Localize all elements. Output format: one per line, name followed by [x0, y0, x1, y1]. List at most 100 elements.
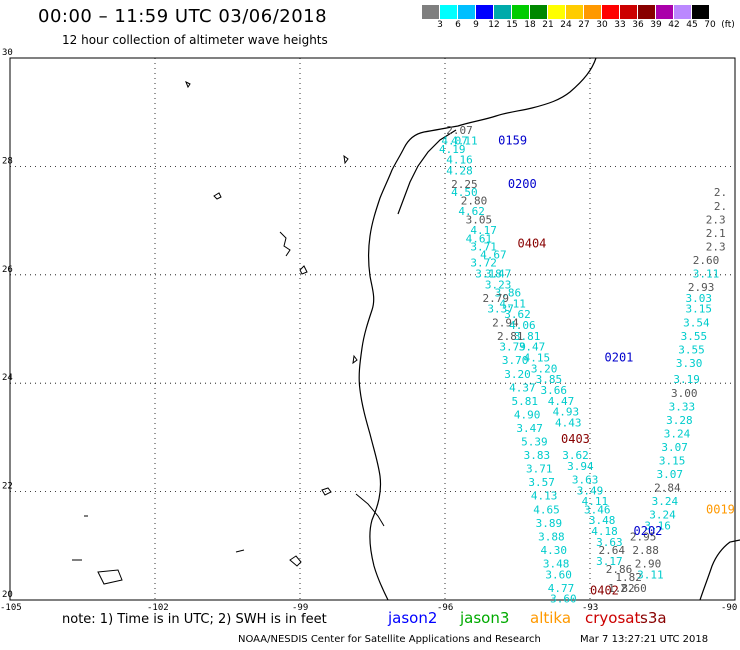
swh-value: 4.67 [480, 249, 507, 262]
lon-tick-label: -93 [582, 603, 598, 613]
lat-tick-label: 20 [2, 590, 13, 600]
swh-value: 3.89 [536, 517, 563, 530]
pass-time-label: 0159 [498, 134, 527, 148]
swh-value: 3.71 [526, 463, 553, 476]
gulf-coastline [358, 57, 597, 601]
swh-value: 4.17 [470, 224, 497, 237]
swh-value: 5.81 [512, 395, 539, 408]
lon-tick-label: -99 [292, 603, 308, 613]
swh-value: 3.16 [644, 520, 671, 533]
legend-swatch [458, 5, 476, 19]
swh-value: 2. [714, 186, 727, 199]
swh-value: 4.61 [466, 232, 493, 245]
swh-value: 2.60 [620, 582, 647, 595]
legend-label: 21 [542, 20, 554, 30]
swh-value: 3.11 [693, 268, 720, 281]
swh-value: 4.18 [591, 525, 618, 538]
yucatan-coast [699, 539, 740, 601]
swh-value: 3.60 [545, 568, 572, 581]
swh-value: 3.11 [637, 568, 664, 581]
map-frame [9, 57, 736, 601]
swh-value: 4.19 [439, 143, 466, 156]
swh-value: 3.47 [516, 422, 543, 435]
legend-swatch [566, 5, 584, 19]
swh-value: 2.95 [630, 530, 657, 543]
swh-value: 3.17 [596, 555, 623, 568]
swh-value: 2.60 [693, 254, 720, 267]
footer-timestamp: Mar 7 13:27:21 UTC 2018 [580, 634, 709, 645]
legend-swatch [548, 5, 566, 19]
inland-features [72, 80, 385, 585]
swh-value: 2. [714, 200, 727, 213]
legend-swatch [674, 5, 692, 19]
swh-value: 3.05 [466, 213, 493, 226]
lon-tick-label: -96 [437, 603, 453, 613]
legend-swatch [638, 5, 656, 19]
legend-color-bar [422, 5, 710, 19]
swh-value: 2.84 [654, 482, 681, 495]
swh-value: 3.07 [661, 441, 688, 454]
swh-value: 3.18 [475, 268, 502, 281]
lat-tick-label: 28 [2, 156, 13, 166]
swh-value: 3.63 [572, 473, 599, 486]
lat-tick-label: 30 [2, 48, 13, 58]
legend-label: 36 [632, 20, 644, 30]
swh-value: 1.82 [615, 571, 642, 584]
swh-value: 4.62 [458, 205, 485, 218]
axis-tick-labels: 30 28 26 24 22 20 -105 -102 -99 -96 -93 -90 [0, 48, 737, 613]
swh-value: 3.07 [657, 468, 684, 481]
legend-label: 42 [668, 20, 680, 30]
lon-tick-label: -102 [147, 603, 169, 613]
legend-swatch [476, 5, 494, 19]
swh-value: 3.28 [666, 414, 693, 427]
map-subtitle: 12 hour collection of altimeter wave hei… [62, 33, 328, 47]
lon-tick-label: -105 [0, 603, 22, 613]
lon-tick-label: -90 [721, 603, 737, 613]
swh-value: 4.11 [451, 135, 478, 148]
legend-swatch [512, 5, 530, 19]
swh-value: 4.11 [499, 297, 526, 310]
swh-value: 4.47 [548, 395, 575, 408]
swh-value: 3.57 [528, 476, 555, 489]
swh-value: 4.37 [509, 381, 536, 394]
satellite-s3a: s3a [640, 609, 667, 627]
wave-height-legend: 3 6 9 12 15 18 21 24 27 30 33 36 39 42 45 70 (ft) [422, 5, 735, 33]
coastline [358, 57, 740, 601]
swh-value: 3.24 [652, 495, 679, 508]
swh-value: 3.81 [514, 330, 541, 343]
swh-value: 3.72 [470, 257, 497, 270]
pass-time-label: 0200 [508, 177, 537, 191]
swh-value: 4.13 [531, 490, 558, 503]
legend-label: 3 [437, 20, 443, 30]
swh-value: 3.24 [649, 509, 676, 522]
swh-value: 4.30 [541, 544, 568, 557]
swh-value: 3.15 [686, 303, 713, 316]
swh-value: 3.15 [659, 455, 686, 468]
legend-label: 33 [614, 20, 626, 30]
swh-value: 3.60 [550, 593, 577, 606]
barrier-island [397, 129, 457, 215]
pass-time-label: 0202 [634, 524, 663, 538]
swh-value: 3.46 [584, 503, 611, 516]
swh-value: 4.65 [533, 503, 560, 516]
legend-swatch [602, 5, 620, 19]
swh-value: 4.93 [553, 406, 580, 419]
swh-value: 4.28 [446, 165, 473, 178]
legend-label: 27 [578, 20, 590, 30]
swh-value: 3.37 [487, 303, 514, 316]
swh-value: 3.83 [524, 449, 551, 462]
swh-value: 3.55 [678, 343, 705, 356]
swh-value: 4.07 [441, 135, 468, 148]
swh-value: 4.43 [555, 417, 582, 430]
legend-label: 39 [650, 20, 662, 30]
legend-swatch [494, 5, 512, 19]
swh-value: 4.50 [451, 186, 478, 199]
swh-value: 3.00 [671, 387, 698, 400]
lat-lon-grid [9, 57, 736, 601]
lat-tick-label: 24 [2, 373, 13, 383]
swh-value: 3.62 [504, 308, 531, 321]
swh-value: 2.07 [446, 124, 473, 137]
swh-value: 5.39 [521, 436, 548, 449]
legend-swatch [422, 5, 440, 19]
